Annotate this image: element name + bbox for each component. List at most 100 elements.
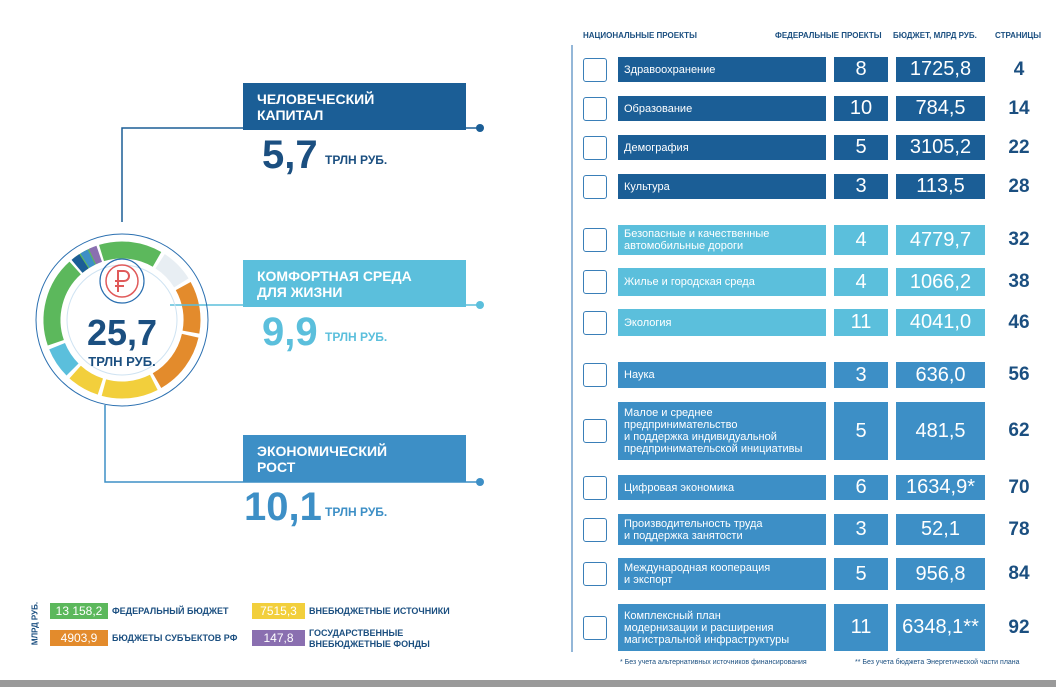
project-name: Безопасные и качественные автомобильные … (618, 225, 826, 255)
page-number: 70 (1008, 476, 1030, 498)
group-amount: 10,1 (244, 485, 322, 529)
project-name: Экология (618, 309, 826, 336)
federal-count: 5 (834, 558, 888, 590)
legend-unit: МЛРД РУБ. (30, 601, 40, 646)
budget: 784,5 (896, 96, 985, 121)
column-header: ФЕДЕРАЛЬНЫЕ ПРОЕКТЫ (775, 31, 882, 40)
page-number: 46 (1008, 311, 1030, 333)
donut-segment (43, 261, 82, 346)
donut-segment (88, 245, 103, 265)
page-number: 14 (1008, 97, 1030, 119)
legend-value: 7515,3 (252, 603, 305, 619)
budget: 956,8 (896, 558, 985, 590)
page-number: 32 (1008, 229, 1030, 250)
page-number: 38 (1008, 271, 1030, 292)
page-number: 62 (1008, 420, 1030, 441)
legend-value: 13 158,2 (50, 603, 108, 619)
donut-segment (152, 333, 199, 388)
ruble-icon (99, 258, 145, 304)
project-icon (583, 562, 607, 586)
project-icon (583, 57, 607, 82)
project-icon (583, 174, 607, 199)
project-name: Малое и среднее предпринимательство и по… (618, 402, 826, 460)
page-number: 84 (1008, 563, 1030, 584)
legend-unit-wrap: МЛРД РУБ. (22, 600, 52, 650)
legend-value: 147,8 (252, 630, 305, 646)
federal-count: 6 (834, 475, 888, 500)
project-icon (583, 135, 607, 160)
project-icon (583, 310, 607, 335)
donut-total: 25,7 (86, 312, 158, 353)
donut-segment (80, 249, 96, 268)
group-title: ЭКОНОМИЧЕСКИЙ РОСТ (243, 435, 466, 482)
budget: 4779,7 (896, 225, 985, 255)
federal-count: 11 (834, 604, 888, 651)
project-icon (583, 419, 607, 443)
project-name: Здравоохранение (618, 57, 826, 82)
federal-count: 3 (834, 174, 888, 199)
project-name: Производительность труда и поддержка зан… (618, 514, 826, 545)
budget: 3105,2 (896, 135, 985, 160)
page-number: 22 (1008, 136, 1030, 158)
bottom-bar (0, 680, 1056, 687)
project-icon (583, 615, 607, 640)
legend-label: БЮДЖЕТЫ СУБЪЕКТОВ РФ (112, 633, 238, 643)
donut-segment (69, 365, 104, 395)
donut-unit: ТРЛН РУБ. (88, 354, 156, 369)
budget: 4041,0 (896, 309, 985, 336)
budget: 6348,1** (896, 604, 985, 651)
donut-outline (35, 233, 209, 407)
federal-count: 5 (834, 402, 888, 460)
project-icon (583, 363, 607, 387)
donut-segment (49, 342, 79, 376)
federal-count: 10 (834, 96, 888, 121)
donut-segment (101, 374, 158, 399)
project-name: Цифровая экономика (618, 475, 826, 500)
federal-count: 8 (834, 57, 888, 82)
group-amount: 5,7 (262, 133, 318, 177)
federal-count: 4 (834, 225, 888, 255)
group-title: ЧЕЛОВЕЧЕСКИЙ КАПИТАЛ (243, 83, 466, 130)
connector-dot (476, 124, 484, 132)
donut-segment (175, 281, 201, 334)
federal-count: 3 (834, 362, 888, 388)
project-name: Международная кооперация и экспорт (618, 558, 826, 590)
project-icon (583, 228, 607, 252)
group-unit: ТРЛН РУБ. (325, 505, 388, 519)
connector-dot (476, 301, 484, 309)
federal-count: 3 (834, 514, 888, 545)
group-amount: 9,9 (262, 310, 318, 354)
budget: 636,0 (896, 362, 985, 388)
connector (104, 405, 480, 483)
project-name: Наука (618, 362, 826, 388)
project-icon (583, 96, 607, 121)
donut-segment (155, 254, 189, 288)
project-icon (583, 517, 607, 542)
budget: 113,5 (896, 174, 985, 199)
header-text: НАЦИОНАЛЬНЫЕ ПРОЕКТЫ (583, 31, 697, 40)
federal-count: 4 (834, 268, 888, 296)
federal-count: 11 (834, 309, 888, 336)
budget: 52,1 (896, 514, 985, 545)
legend-value: 4903,9 (50, 630, 108, 646)
donut-segment (99, 241, 162, 267)
page-number: 92 (1008, 616, 1030, 638)
budget: 1066,2 (896, 268, 985, 296)
column-header: БЮДЖЕТ, МЛРД РУБ. (893, 31, 977, 40)
group-title: КОМФОРТНАЯ СРЕДА ДЛЯ ЖИЗНИ (243, 260, 466, 307)
project-name: Культура (618, 174, 826, 199)
project-name: Образование (618, 96, 826, 121)
page-number: 56 (1008, 364, 1030, 385)
budget: 481,5 (896, 402, 985, 460)
project-icon (583, 270, 607, 294)
budget: 1725,8 (896, 57, 985, 82)
connector-dot (476, 478, 484, 486)
budget: 1634,9* (896, 475, 985, 500)
legend-label: ФЕДЕРАЛЬНЫЙ БЮДЖЕТ (112, 606, 229, 616)
column-header: СТРАНИЦЫ (995, 31, 1042, 40)
page-number: 4 (1013, 58, 1025, 80)
footnote: ** Без учета бюджета Энергетической част… (855, 659, 1020, 666)
project-icon (583, 475, 607, 500)
page-number: 28 (1008, 175, 1030, 197)
